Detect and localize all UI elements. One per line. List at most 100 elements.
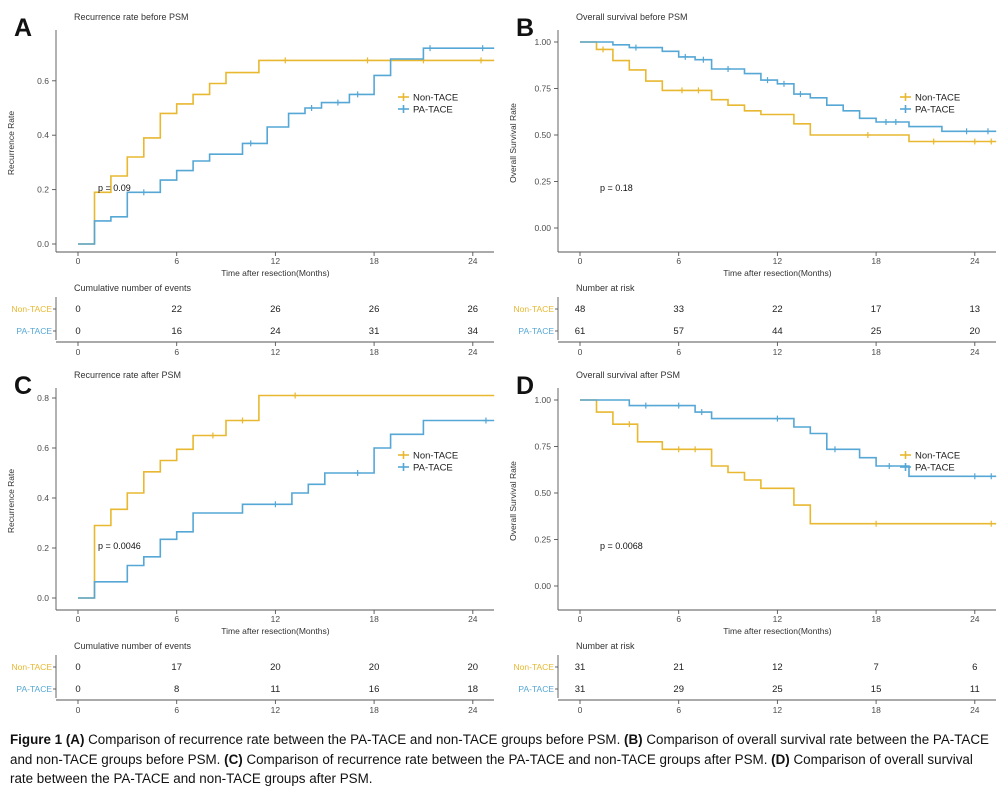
table-x-tick-label: 6 — [174, 347, 179, 357]
x-tick-label: 12 — [773, 256, 783, 266]
panel-letter: D — [516, 372, 534, 400]
table-x-tick-label: 12 — [773, 347, 783, 357]
y-tick-label: 0.2 — [37, 185, 49, 195]
table-x-tick-label: 0 — [76, 347, 81, 357]
table-x-tick-label: 18 — [871, 705, 881, 715]
y-tick-label: 1.00 — [534, 395, 551, 405]
legend-entry-pa-tace: PA-TACE — [398, 463, 453, 474]
table-value: 48 — [575, 304, 586, 315]
panel-A-chart: A Recurrence rate before PSM 0.0 0.2 0.4 0.6 0… — [6, 12, 495, 357]
censor-marks-non-tace — [209, 392, 299, 439]
table-row-label-non-tace: Non-TACE — [514, 662, 555, 672]
table-row-label-non-tace: Non-TACE — [12, 304, 53, 314]
table-row-label-pa-tace: PA-TACE — [16, 684, 52, 694]
curve-non-tace — [78, 394, 495, 599]
table-x-tick-label: 12 — [271, 347, 281, 357]
curve-pa-tace — [78, 419, 495, 599]
table-title: Number at risk — [576, 641, 635, 651]
x-tick-label: 6 — [174, 614, 179, 624]
table-value: 26 — [369, 304, 380, 315]
table-x-tick-label: 24 — [970, 347, 980, 357]
table-value: 11 — [970, 684, 980, 695]
table-value: 12 — [772, 662, 783, 673]
table-value: 31 — [575, 684, 586, 695]
table-value: 31 — [369, 326, 380, 337]
x-tick-label: 18 — [871, 256, 881, 266]
table-value: 18 — [468, 684, 479, 695]
x-axis-label: Time after resection(Months) — [723, 268, 831, 278]
table-value: 0 — [75, 326, 80, 337]
y-tick-label: 0.2 — [37, 543, 49, 553]
x-axis-label: Time after resection(Months) — [723, 626, 831, 636]
p-value-label: p = 0.09 — [98, 183, 131, 193]
y-tick-label: 1.00 — [534, 37, 551, 47]
y-axis-label: Recurrence Rate — [6, 469, 16, 534]
y-axis-label: Overall Survival Rate — [508, 103, 518, 183]
table-value: 57 — [673, 326, 684, 337]
table-title: Cumulative number of events — [74, 283, 192, 293]
caption-segment: (B) — [624, 732, 643, 747]
censor-marks-pa-tace — [140, 45, 486, 196]
table-value: 21 — [673, 662, 684, 673]
table-value: 26 — [468, 304, 479, 315]
legend-entry-pa-tace: PA-TACE — [900, 463, 955, 474]
p-value-label: p = 0.18 — [600, 183, 633, 193]
table-value: 0 — [75, 684, 80, 695]
figure-caption: Figure 1 (A) Comparison of recurrence ra… — [10, 730, 993, 789]
y-tick-label: 0.75 — [534, 84, 551, 94]
y-tick-label: 0.00 — [534, 223, 551, 233]
chart-title: Recurrence rate after PSM — [74, 370, 181, 380]
y-tick-label: 0.6 — [37, 76, 49, 86]
table-title: Number at risk — [576, 283, 635, 293]
x-tick-label: 12 — [271, 256, 281, 266]
caption-segment: Figure 1 — [10, 732, 66, 747]
y-axis-label: Recurrence Rate — [6, 111, 16, 176]
table-value: 26 — [270, 304, 281, 315]
x-tick-label: 6 — [174, 256, 179, 266]
panel-B: B Overall survival before PSM 0.00 0.25 0.50… — [502, 0, 1005, 358]
y-tick-label: 0.0 — [37, 239, 49, 249]
table-value: 13 — [970, 304, 981, 315]
table-value: 22 — [171, 304, 182, 315]
table-value: 7 — [873, 662, 878, 673]
censor-marks-pa-tace — [272, 417, 489, 508]
caption-segment: Comparison of recurrence rate between th… — [84, 732, 625, 747]
y-tick-label: 0.6 — [37, 443, 49, 453]
table-x-tick-label: 24 — [468, 347, 478, 357]
table-x-tick-label: 6 — [676, 347, 681, 357]
y-tick-label: 0.00 — [534, 581, 551, 591]
p-value-label: p = 0.0068 — [600, 541, 643, 551]
table-value: 31 — [575, 662, 586, 673]
legend-entry-pa-tace: PA-TACE — [398, 105, 453, 116]
x-tick-label: 24 — [970, 614, 980, 624]
table-value: 6 — [972, 662, 977, 673]
legend-label: PA-TACE — [413, 463, 453, 474]
table-value: 25 — [772, 684, 783, 695]
table-row-label-pa-tace: PA-TACE — [518, 684, 554, 694]
x-tick-label: 24 — [970, 256, 980, 266]
censor-marks-non-tace — [282, 57, 485, 64]
panel-letter: B — [516, 14, 534, 42]
table-x-tick-label: 12 — [773, 705, 783, 715]
table-value: 20 — [970, 326, 981, 337]
table-x-tick-label: 6 — [676, 705, 681, 715]
table-row-label-non-tace: Non-TACE — [514, 304, 555, 314]
panel-D: D Overall survival after PSM 0.00 0.25 0.50 0… — [502, 358, 1005, 716]
panel-A: A Recurrence rate before PSM 0.0 0.2 0.4 0.6 0… — [0, 0, 502, 358]
y-tick-label: 0.4 — [37, 493, 49, 503]
legend-label: PA-TACE — [915, 463, 955, 474]
table-value: 61 — [575, 326, 586, 337]
x-tick-label: 0 — [578, 614, 583, 624]
table-value: 11 — [270, 684, 280, 695]
x-tick-label: 24 — [468, 614, 478, 624]
x-tick-label: 0 — [76, 614, 81, 624]
curve-non-tace — [580, 399, 997, 525]
curve-pa-tace — [78, 47, 495, 245]
censor-marks-non-tace — [626, 421, 995, 527]
censor-marks-pa-tace — [632, 44, 991, 135]
y-tick-label: 0.0 — [37, 593, 49, 603]
x-tick-label: 12 — [773, 614, 783, 624]
p-value-label: p = 0.0046 — [98, 541, 141, 551]
curve-non-tace — [78, 59, 495, 245]
